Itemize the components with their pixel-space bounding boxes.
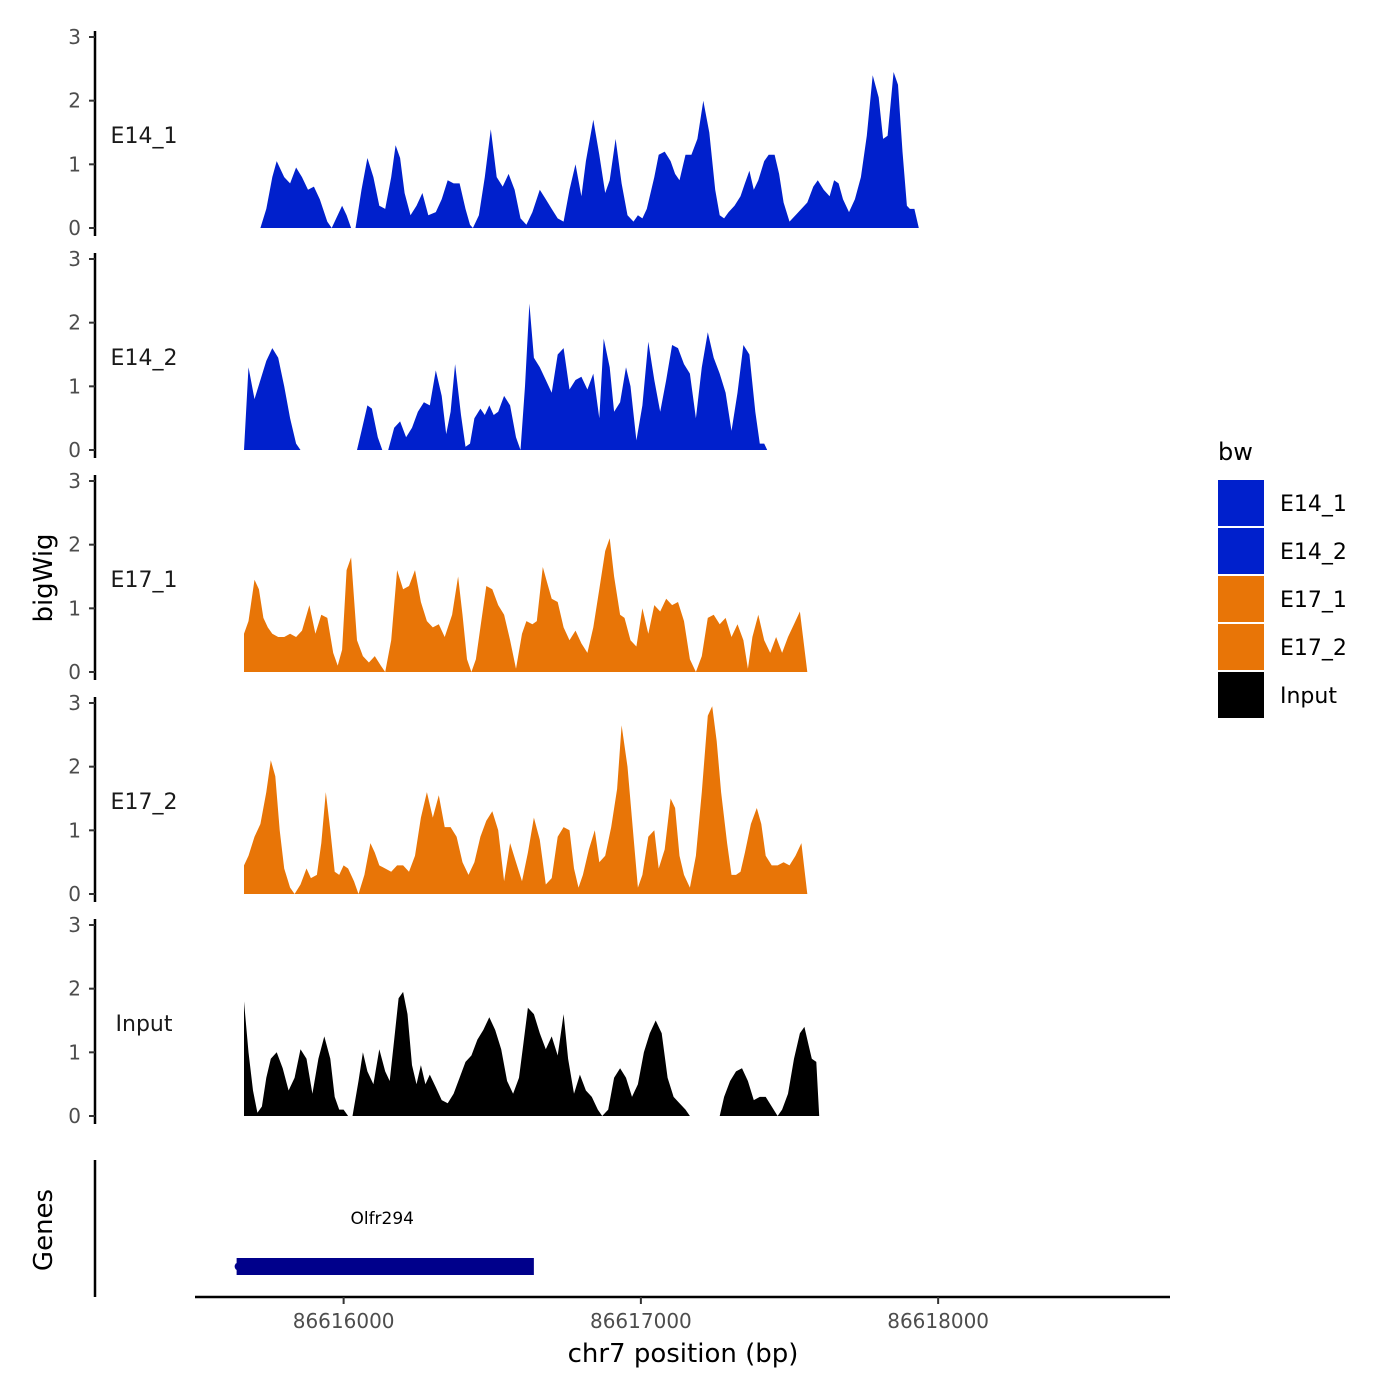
gene-strand-marker (234, 1262, 243, 1271)
legend-swatch-E14_1 (1218, 480, 1264, 526)
y-tick-label: 0 (68, 882, 81, 906)
legend-swatch-E17_1 (1218, 576, 1264, 622)
y-tick-label: 1 (68, 152, 81, 176)
y-tick-label: 1 (68, 818, 81, 842)
y-tick-label: 1 (68, 596, 81, 620)
y-axis-label: bigWig (29, 533, 59, 622)
x-tick-label: 86616000 (293, 1309, 395, 1333)
track-label: E14_1 (111, 124, 178, 149)
legend-label: E17_2 (1280, 636, 1347, 661)
y-tick-label: 2 (68, 89, 81, 113)
legend-swatch-Input (1218, 672, 1264, 718)
legend-title: bw (1218, 438, 1253, 466)
y-tick-label: 2 (68, 533, 81, 557)
legend-swatch-E17_2 (1218, 624, 1264, 670)
y-tick-label: 3 (68, 913, 81, 937)
gene-label: Olfr294 (350, 1209, 414, 1229)
track-label: E17_2 (111, 790, 178, 815)
x-tick-label: 86618000 (887, 1309, 989, 1333)
coverage-area-Input (244, 991, 820, 1116)
y-tick-label: 3 (68, 691, 81, 715)
y-tick-label: 1 (68, 1040, 81, 1064)
track-panel-Input: 0 1 2 3 Input (68, 913, 820, 1128)
track-panels: 0 1 2 3 E14_1 0 1 2 3 E14_2 0 1 2 3 E17_1 0 1 2 3 E17_2 0 1 2 3… (68, 25, 919, 1128)
legend-label: Input (1280, 684, 1337, 709)
track-label: Input (116, 1012, 173, 1037)
coverage-area-E17_1 (244, 538, 808, 672)
y-tick-label: 0 (68, 1104, 81, 1128)
legend-label: E14_2 (1280, 540, 1347, 565)
track-panel-E14_2: 0 1 2 3 E14_2 (68, 247, 768, 462)
legend-label: E17_1 (1280, 588, 1347, 613)
y-tick-label: 2 (68, 755, 81, 779)
y-tick-label: 2 (68, 311, 81, 335)
coverage-area-E17_2 (244, 706, 808, 894)
y-tick-label: 3 (68, 25, 81, 49)
genes-axis-label: Genes (29, 1189, 59, 1271)
y-tick-label: 0 (68, 216, 81, 240)
legend-items: E14_1 E14_2 E17_1 E17_2 Input (1218, 480, 1347, 718)
genes-panel: Olfr294 (93, 1160, 534, 1297)
legend: bw E14_1 E14_2 E17_1 E17_2 Input (1218, 438, 1347, 718)
legend-label: E14_1 (1280, 492, 1347, 517)
coverage-area-E14_2 (244, 303, 768, 450)
track-panel-E17_2: 0 1 2 3 E17_2 (68, 691, 808, 906)
track-panel-E14_1: 0 1 2 3 E14_1 (68, 25, 919, 240)
x-axis: 86616000 86617000 86618000 (195, 1295, 1170, 1333)
track-panel-E17_1: 0 1 2 3 E17_1 (68, 469, 808, 684)
gene-bar (236, 1258, 534, 1275)
y-tick-label: 2 (68, 977, 81, 1001)
y-tick-label: 1 (68, 374, 81, 398)
x-tick-label: 86617000 (590, 1309, 692, 1333)
y-tick-label: 0 (68, 660, 81, 684)
y-tick-label: 3 (68, 469, 81, 493)
track-label: E14_2 (111, 346, 178, 371)
y-tick-label: 0 (68, 438, 81, 462)
legend-swatch-E14_2 (1218, 528, 1264, 574)
x-axis-label: chr7 position (bp) (568, 1339, 799, 1369)
coverage-area-E14_1 (260, 72, 919, 228)
y-tick-label: 3 (68, 247, 81, 271)
track-label: E17_1 (111, 568, 178, 593)
